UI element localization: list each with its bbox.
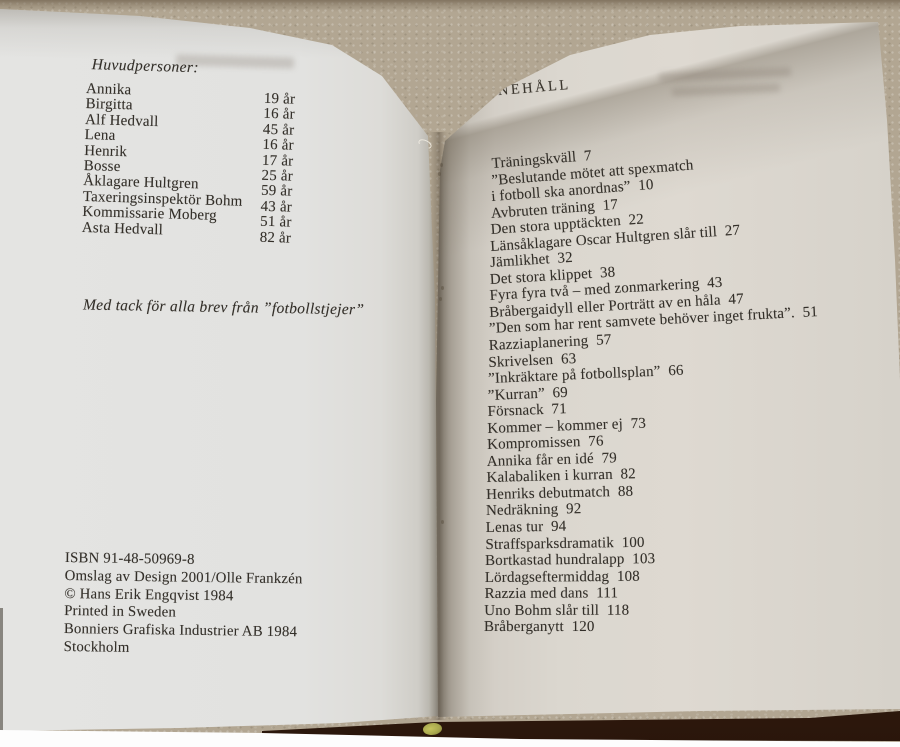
toc-line: Lördagseftermiddag 108 — [484, 568, 640, 586]
stitch-hole — [440, 163, 443, 167]
table-of-contents: Träningskväll 7 ”Beslutande mötet att sp… — [483, 148, 818, 636]
character-age: 82 år — [259, 229, 292, 247]
toc-line: Uno Bohm slår till 118 — [484, 602, 630, 619]
show-through-text — [671, 83, 781, 97]
show-through-text — [658, 67, 792, 82]
colophon-line-city: Stockholm — [63, 638, 130, 656]
stitch-hole — [439, 297, 442, 301]
stitch-hole — [438, 172, 441, 176]
dedication-line: Med tack för alla brev från ”fotbollstje… — [82, 296, 365, 319]
page-gutter — [429, 132, 449, 720]
stitch-hole — [441, 286, 444, 290]
characters-block: Huvudpersoner: Annika 19 år Birgitta 16 … — [82, 56, 297, 246]
toc-line: Bortkastad hundralapp 103 — [485, 551, 656, 570]
toc-line: Bråberganytt 120 — [483, 619, 595, 636]
photo-left-edge — [0, 608, 3, 732]
colophon-block: ISBN 91-48-50969-8 Omslag av Design 2001… — [64, 550, 303, 660]
toc-line: Razzia med dans 111 — [484, 585, 619, 603]
stitch-hole — [441, 520, 444, 524]
